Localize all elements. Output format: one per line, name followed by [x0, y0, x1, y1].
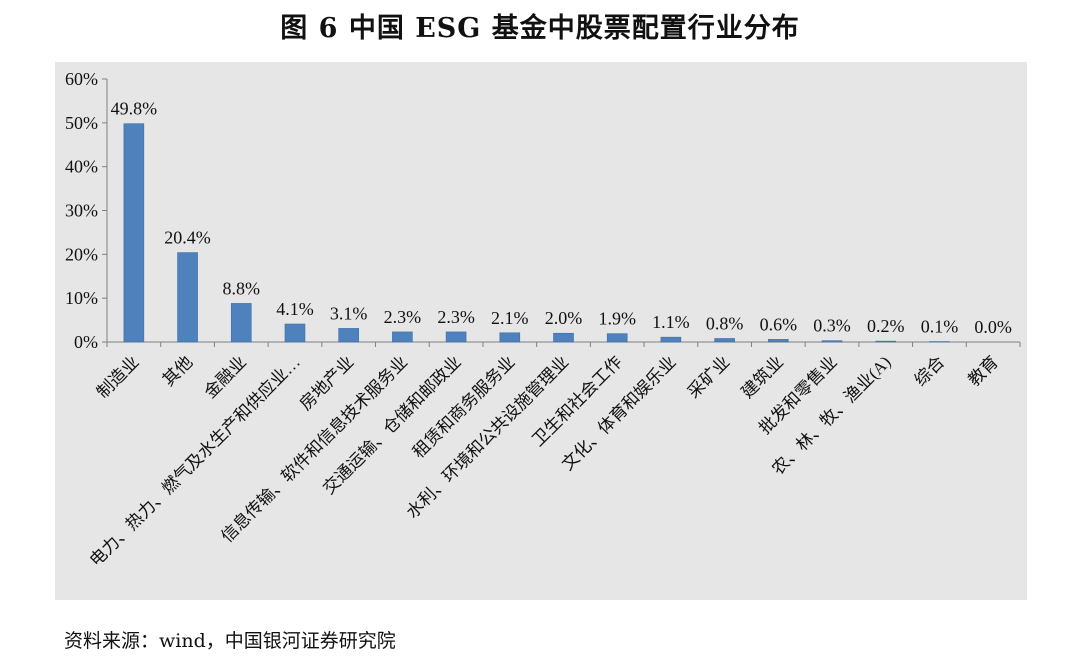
data-label: 1.9% [598, 309, 636, 329]
y-tick-label: 0% [74, 332, 98, 352]
bar [230, 303, 252, 343]
chart-title: 图 6 中国 ESG 基金中股票配置行业分布 [280, 13, 800, 44]
data-label: 1.1% [652, 312, 690, 332]
bar [768, 339, 789, 343]
bar [660, 336, 682, 343]
data-label: 2.0% [545, 308, 583, 328]
y-tick-label: 30% [65, 201, 98, 221]
data-label: 2.3% [437, 307, 475, 327]
y-tick-label: 50% [65, 113, 98, 133]
data-label: 3.1% [330, 303, 368, 323]
data-label: 2.1% [491, 308, 529, 328]
source-note: 资料来源：wind，中国银河证券研究院 [64, 630, 396, 652]
data-label: 4.1% [276, 299, 314, 319]
data-label: 0.8% [706, 313, 744, 333]
y-tick-label: 40% [65, 157, 98, 177]
data-label: 0.1% [921, 317, 959, 337]
bar [606, 333, 628, 343]
data-label: 0.0% [974, 317, 1012, 337]
bar [499, 332, 521, 343]
data-label: 8.8% [223, 278, 261, 298]
data-label: 0.2% [867, 316, 905, 336]
bar [821, 340, 843, 343]
bar [445, 331, 467, 343]
y-tick-label: 10% [65, 288, 98, 308]
data-label: 49.8% [111, 99, 158, 119]
bar [553, 332, 574, 343]
bar [338, 328, 359, 343]
y-tick-label: 60% [65, 69, 98, 89]
data-label: 0.3% [813, 316, 851, 336]
chart-area-background [55, 62, 1027, 600]
data-label: 0.6% [760, 314, 798, 334]
bar [875, 340, 897, 343]
bar [177, 252, 198, 343]
bar-chart: 0%10%20%30%40%50%60%49.8%制造业20.4%其他8.8%金… [55, 62, 1027, 600]
data-label: 20.4% [164, 228, 211, 248]
y-tick-label: 20% [65, 244, 98, 264]
bar [714, 338, 735, 343]
bar [392, 331, 413, 343]
bar [123, 123, 145, 343]
data-label: 2.3% [384, 307, 422, 327]
bar [284, 323, 306, 343]
